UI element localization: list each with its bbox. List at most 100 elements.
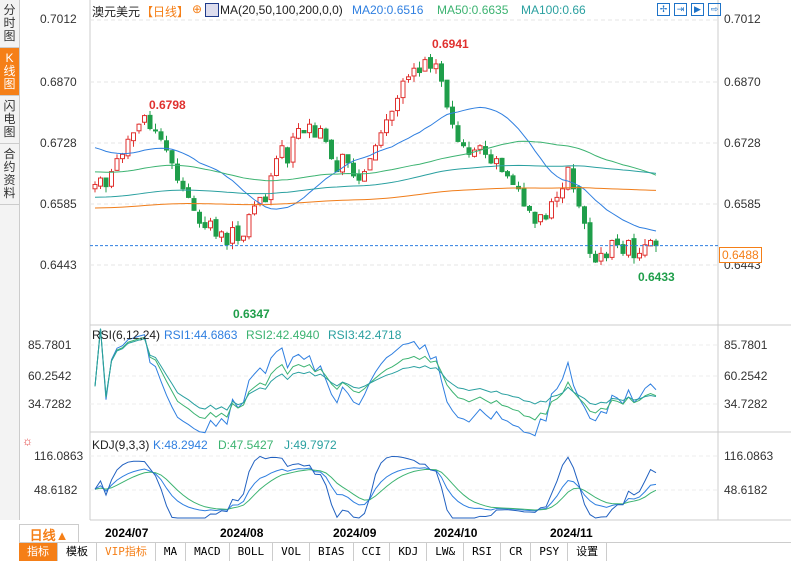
candle	[571, 168, 576, 190]
tab-10[interactable]: LW&	[427, 543, 465, 561]
tab-9[interactable]: KDJ	[390, 543, 428, 561]
candle	[384, 119, 389, 134]
candle	[175, 163, 180, 181]
kdj-d-value: D:47.5427	[218, 438, 274, 452]
candle	[241, 235, 246, 241]
candle	[367, 158, 373, 171]
candle	[109, 171, 114, 187]
play-icon[interactable]: ▶	[691, 3, 704, 16]
candle	[411, 67, 417, 77]
candle	[323, 128, 329, 142]
candle	[549, 201, 554, 219]
candle	[224, 232, 230, 246]
sidebar-tab-contract[interactable]: 合约资料	[0, 144, 19, 205]
candle	[252, 205, 257, 215]
candle	[455, 125, 461, 142]
rsi-tick: 34.7282	[724, 397, 768, 411]
candle	[428, 57, 433, 69]
candle	[637, 252, 642, 259]
y-tick-right: 0.6585	[724, 197, 761, 211]
candle	[120, 153, 125, 160]
zoom-fit-icon[interactable]: ⇥	[674, 3, 687, 16]
candle	[439, 63, 444, 82]
y-tick-right: 0.6870	[724, 75, 761, 89]
tab-13[interactable]: PSY	[531, 543, 569, 561]
candle	[125, 138, 131, 157]
candle	[345, 154, 351, 164]
rsi1-line	[94, 328, 657, 437]
settings-sun-icon[interactable]: ☼	[22, 434, 33, 448]
rsi-tick: 85.7801	[28, 338, 72, 352]
tab-3[interactable]: MA	[156, 543, 187, 561]
rsi3-value: RSI3:42.4718	[328, 328, 402, 342]
candle	[582, 206, 587, 224]
kline-chart[interactable]	[0, 0, 791, 542]
candle	[257, 196, 263, 205]
tab-1[interactable]: 模板	[58, 543, 97, 561]
low-annotation: 0.6433	[638, 270, 675, 284]
rsi-label: RSI(6,12,24)	[92, 328, 161, 342]
date-tick: 2024/08	[220, 526, 264, 540]
candle	[351, 162, 356, 177]
ma20-value: MA20:0.6516	[352, 3, 424, 17]
rsi-tick: 85.7801	[724, 338, 768, 352]
current-price-label: 0.6488	[719, 247, 762, 263]
candle	[197, 211, 202, 224]
candle	[312, 125, 318, 138]
ma-chart-icon[interactable]	[205, 3, 219, 17]
candle	[356, 173, 362, 181]
kdj-k-value: K:48.2942	[153, 438, 208, 452]
candle	[642, 244, 648, 256]
crosshair-icon[interactable]: ⊕	[192, 2, 203, 16]
symbol-name: 澳元美元	[92, 5, 141, 19]
ma-params[interactable]: MA(20,50,100,200,0,0)	[220, 3, 343, 17]
candle	[191, 198, 197, 211]
candle	[263, 196, 268, 203]
tab-6[interactable]: VOL	[273, 543, 310, 561]
candle	[461, 142, 466, 147]
kdj-tick: 116.0863	[34, 449, 84, 463]
tab-5[interactable]: BOLL	[230, 543, 274, 561]
tab-12[interactable]: CR	[501, 543, 532, 561]
candle	[131, 132, 136, 142]
move-icon[interactable]: ✢	[657, 3, 670, 16]
candle	[186, 187, 191, 198]
sidebar-tab-kline[interactable]: K线图	[0, 48, 19, 96]
candle	[477, 145, 483, 150]
end-icon[interactable]: ⇨	[708, 3, 721, 16]
candle	[142, 115, 147, 123]
candle	[235, 225, 241, 241]
ma200-line	[94, 187, 657, 209]
sidebar-tab-timeshare[interactable]: 分时图	[0, 0, 19, 48]
tab-14[interactable]: 设置	[568, 543, 608, 561]
candle	[417, 67, 422, 74]
candle	[329, 139, 334, 160]
tab-4[interactable]: MACD	[186, 543, 230, 561]
candle	[136, 123, 142, 132]
candle	[219, 231, 224, 238]
y-tick: 0.6728	[40, 136, 77, 150]
tab-0[interactable]: 指标	[19, 543, 58, 561]
tab-8[interactable]: CCI	[354, 543, 391, 561]
candle	[340, 153, 345, 173]
period-selector[interactable]: 日线▲	[19, 524, 79, 543]
candle	[543, 215, 549, 220]
candle	[510, 175, 516, 185]
period-label: 【日线】	[141, 5, 190, 19]
kdj-j-line	[94, 455, 657, 519]
y-tick: 0.7012	[40, 12, 77, 26]
candle	[499, 157, 505, 173]
tab-2[interactable]: VIP指标	[97, 543, 156, 561]
candle	[378, 132, 384, 146]
candle	[318, 128, 323, 139]
tab-7[interactable]: BIAS	[310, 543, 354, 561]
candle	[505, 171, 510, 177]
rsi1-value: RSI1:44.6863	[164, 328, 238, 342]
candle	[494, 158, 499, 165]
candle	[609, 239, 615, 258]
candle	[604, 253, 609, 259]
candle	[483, 146, 488, 155]
sidebar-tab-flash[interactable]: 闪电图	[0, 96, 19, 144]
candle	[576, 186, 582, 207]
tab-11[interactable]: RSI	[464, 543, 501, 561]
